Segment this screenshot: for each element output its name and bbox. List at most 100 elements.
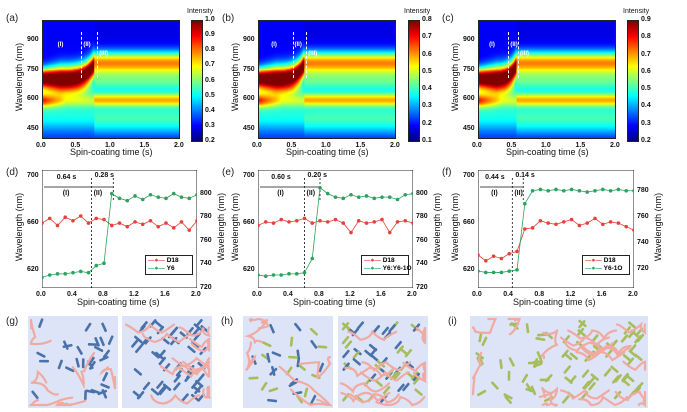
data-point <box>608 220 613 224</box>
data-point <box>372 220 377 224</box>
colorbar-tick-label: 0.4 <box>422 85 432 93</box>
acceptor-molecule <box>317 345 328 349</box>
donor-polymer-chain <box>202 388 212 400</box>
data-point <box>140 222 145 227</box>
y-right-tick-label: 740 <box>416 260 428 268</box>
data-point <box>569 217 574 222</box>
data-point <box>287 272 291 276</box>
acceptor-molecule <box>507 370 511 381</box>
data-point <box>585 190 589 194</box>
donor-polymer-chain <box>29 318 52 346</box>
stage-label: (I) <box>62 190 70 197</box>
data-point <box>403 192 408 197</box>
data-point <box>318 185 322 190</box>
colorbar <box>408 20 420 142</box>
data-point <box>616 221 621 225</box>
acceptor-molecule <box>93 345 104 353</box>
data-point <box>387 230 392 235</box>
donor-polymer-chain <box>361 361 412 372</box>
y-right-tick-label: 760 <box>200 236 212 244</box>
acceptor-molecule <box>310 394 317 405</box>
data-point <box>318 218 322 223</box>
colorbar-tick-label: 0.5 <box>641 85 651 93</box>
y-right-tick-label: 760 <box>416 236 428 244</box>
data-point <box>484 270 488 275</box>
acceptor-molecule <box>81 358 85 369</box>
x-tick-label: 1.2 <box>565 291 576 298</box>
data-point <box>78 269 83 274</box>
acceptor-molecule <box>97 389 108 396</box>
data-point <box>349 192 353 197</box>
data-point <box>279 273 284 277</box>
y-tick-label: 700 <box>243 171 255 179</box>
acceptor-molecule <box>404 348 413 358</box>
x-tick-label: 0.4 <box>503 291 513 298</box>
data-point <box>117 221 122 225</box>
data-point <box>478 253 480 257</box>
donor-polymer-chain <box>637 395 647 408</box>
data-point <box>78 214 83 218</box>
x-tick-label: 1.6 <box>596 291 607 298</box>
data-point <box>258 273 260 277</box>
acceptor-molecule <box>626 357 635 366</box>
x-tick-label: 0.0 <box>472 142 482 149</box>
stage-label: (II) <box>83 42 91 48</box>
legend-entry: —●— Y6-1O <box>585 265 627 273</box>
acceptor-molecule <box>303 387 309 398</box>
data-point <box>554 222 558 227</box>
data-point <box>263 274 268 278</box>
colorbar-tick-label: 0.6 <box>641 67 651 75</box>
acceptor-molecule <box>309 327 319 336</box>
data-point <box>42 275 44 280</box>
acceptor-molecule <box>288 380 298 388</box>
acceptor-molecule <box>87 343 98 346</box>
stage-label: (II) <box>306 190 316 197</box>
data-point <box>515 249 519 254</box>
stage-boundary-line <box>518 32 520 78</box>
data-point <box>593 188 597 193</box>
acceptor-molecule <box>62 340 69 350</box>
donor-polymer-chain <box>359 370 411 382</box>
acceptor-molecule <box>84 322 92 332</box>
legend-label: D18 <box>382 257 395 264</box>
data-point <box>325 191 330 196</box>
x-tick-label: 2.0 <box>407 291 417 298</box>
data-point <box>310 256 315 261</box>
acceptor-molecule <box>627 321 637 329</box>
data-point <box>187 196 192 201</box>
data-point <box>538 218 543 223</box>
scatter-plot <box>42 170 197 288</box>
data-point <box>569 187 574 192</box>
y-right-tick-label: 740 <box>637 238 649 246</box>
data-point <box>624 188 628 193</box>
data-point <box>195 192 197 197</box>
x-tick-label: 1.2 <box>129 291 139 298</box>
y-axis-label: Wavelength (nm) <box>450 192 460 262</box>
acceptor-molecule <box>131 339 139 348</box>
acceptor-molecule <box>499 359 503 370</box>
donor-polymer-chain <box>141 332 192 344</box>
donor-polymer-chain <box>622 360 647 371</box>
donor-polymer-chain <box>171 356 211 368</box>
acceptor-molecule <box>266 352 271 363</box>
y-right-axis-label: Wavelength (nm) <box>432 192 442 262</box>
acceptor-molecule <box>173 374 182 383</box>
data-point <box>164 196 168 201</box>
data-point <box>491 270 496 275</box>
donor-polymer-chain <box>30 369 59 396</box>
acceptor-molecule <box>154 320 164 329</box>
acceptor-molecule <box>31 390 39 400</box>
legend-label: D18 <box>166 257 179 264</box>
acceptor-molecule <box>85 389 96 394</box>
y-right-axis-label: Wavelength (nm) <box>653 192 663 262</box>
acceptor-molecule <box>158 349 166 359</box>
legend-entry: —●— Y6:Y6-1O <box>364 265 412 273</box>
data-point <box>140 197 145 202</box>
stage-label: (III) <box>99 51 109 57</box>
x-tick-label: 2.0 <box>610 142 620 149</box>
acceptor-molecule <box>140 321 148 330</box>
acceptor-molecule <box>402 382 410 392</box>
data-point <box>195 218 197 223</box>
acceptor-molecule <box>536 351 543 361</box>
data-point <box>546 188 550 193</box>
